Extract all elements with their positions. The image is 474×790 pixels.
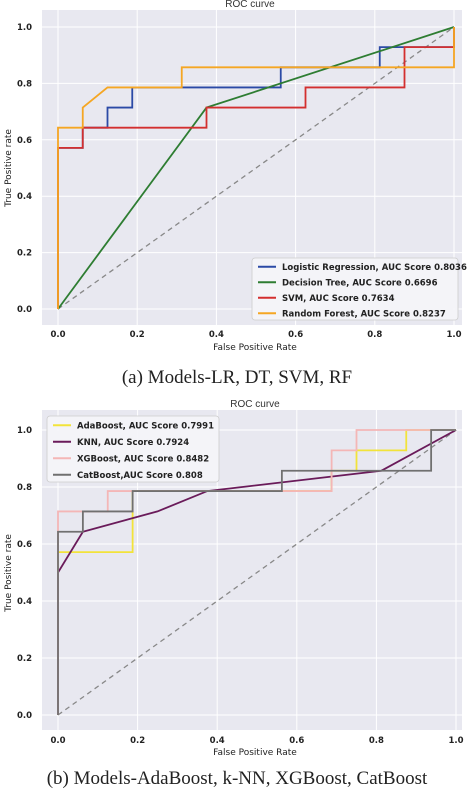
y-tick-label-a: 1.0 bbox=[17, 23, 32, 33]
y-tick-label-b: 0.2 bbox=[17, 654, 32, 664]
x-tick-label-a: 0.8 bbox=[367, 330, 382, 340]
y-tick-label-b: 0.0 bbox=[17, 711, 32, 721]
caption-a: (a) Models-LR, DT, SVM, RF bbox=[121, 367, 353, 388]
y-tick-label-b: 0.4 bbox=[17, 597, 32, 607]
legend-label-a-2: SVM, AUC Score 0.7634 bbox=[282, 294, 395, 304]
legend-label-a-3: Random Forest, AUC Score 0.8237 bbox=[282, 309, 446, 319]
y-tick-label-b: 1.0 bbox=[17, 426, 32, 436]
grid-a bbox=[42, 10, 462, 325]
legend-label-b-2: XGBoost, AUC Score 0.8482 bbox=[77, 454, 209, 464]
legend-label-a-1: Decision Tree, AUC Score 0.6696 bbox=[282, 278, 438, 288]
x-tick-label-a: 0.6 bbox=[288, 330, 303, 340]
x-tick-label-b: 0.6 bbox=[289, 736, 304, 746]
diagonal-reference-line-b bbox=[57, 429, 457, 716]
roc-line-a-2 bbox=[57, 27, 455, 309]
roc-line-b-3 bbox=[57, 429, 456, 715]
y-tick-label-a: 0.4 bbox=[17, 192, 32, 202]
x-tick-label-a: 0.4 bbox=[209, 330, 224, 340]
y-axis-label-b: True Positive rate bbox=[4, 534, 14, 613]
roc-line-b-2 bbox=[57, 429, 456, 715]
y-tick-label-a: 0.2 bbox=[17, 249, 32, 259]
y-tick-label-a: 0.6 bbox=[17, 136, 32, 146]
y-tick-label-a: 0.0 bbox=[17, 305, 32, 315]
legend-label-a-0: Logistic Regression, AUC Score 0.8036 bbox=[282, 263, 467, 273]
roc-chart-a: 0.0 0.2 0.4 0.6 0.8 1.0 0.0 0.2 0.4 0.6 0.8 1.0 ROC… bbox=[4, 0, 467, 353]
chart-title-a: ROC curve bbox=[225, 0, 275, 10]
x-tick-label-a: 0.2 bbox=[130, 330, 145, 340]
y-tick-label-b: 0.8 bbox=[17, 483, 32, 493]
x-axis-label-b: False Positive Rate bbox=[213, 748, 297, 758]
legend-label-b-3: CatBoost,AUC Score 0.808 bbox=[77, 471, 203, 481]
x-tick-label-a: 0.0 bbox=[50, 330, 65, 340]
legend-label-b-1: KNN, AUC Score 0.7924 bbox=[77, 438, 189, 448]
series-group-b bbox=[57, 429, 457, 716]
x-tick-label-b: 0.0 bbox=[50, 736, 65, 746]
x-axis-label-a: False Positive Rate bbox=[213, 343, 297, 353]
x-tick-label-b: 0.4 bbox=[210, 736, 225, 746]
roc-chart-b: 0.0 0.2 0.4 0.6 0.8 1.0 0.0 0.2 0.4 0.6 0.8 1.0 ROC… bbox=[4, 399, 464, 758]
roc-line-a-3 bbox=[57, 27, 455, 309]
x-tick-label-b: 0.2 bbox=[130, 736, 145, 746]
y-axis-label-a: True Positive rate bbox=[4, 129, 14, 208]
legend-box-b bbox=[46, 415, 220, 483]
series-group-a bbox=[57, 26, 455, 310]
legend-label-b-0: AdaBoost, AUC Score 0.7991 bbox=[77, 421, 214, 431]
legend-box-a bbox=[251, 257, 459, 321]
y-tick-label-b: 0.6 bbox=[17, 540, 32, 550]
legend-b: AdaBoost, AUC Score 0.7991 KNN, AUC Score… bbox=[46, 415, 220, 483]
x-tick-label-b: 1.0 bbox=[448, 736, 463, 746]
chart-title-b: ROC curve bbox=[230, 399, 280, 410]
caption-b: (b) Models-AdaBoost, k-NN, XGBoost, CatB… bbox=[46, 768, 428, 789]
x-tick-label-b: 0.8 bbox=[369, 736, 384, 746]
diagonal-reference-line-a bbox=[57, 26, 455, 310]
ticks-a: 0.0 0.2 0.4 0.6 0.8 1.0 0.0 0.2 0.4 0.6 0.8 1.0 bbox=[17, 23, 462, 340]
ticks-b: 0.0 0.2 0.4 0.6 0.8 1.0 0.0 0.2 0.4 0.6 0.8 1.0 bbox=[17, 426, 464, 746]
legend-a: Logistic Regression, AUC Score 0.8036 Dec… bbox=[251, 257, 467, 321]
y-tick-label-a: 0.8 bbox=[17, 79, 32, 89]
x-tick-label-a: 1.0 bbox=[446, 330, 461, 340]
